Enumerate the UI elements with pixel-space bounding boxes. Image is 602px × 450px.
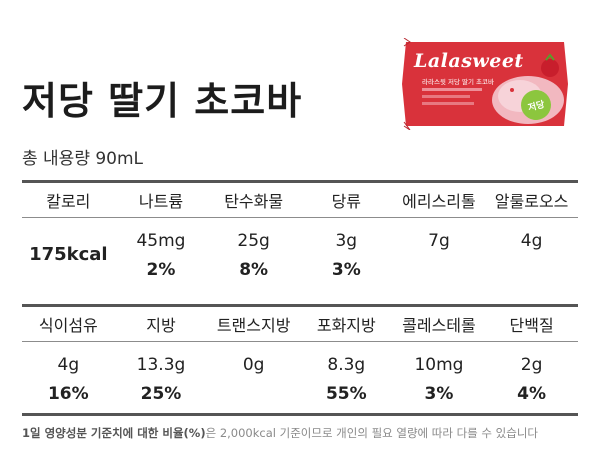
daily-value-percent: 8%	[239, 260, 269, 280]
nutrient-value-cell: 4g 16%	[22, 354, 115, 413]
nutrient-value-cell: 13.3g 25%	[115, 354, 208, 413]
nutrient-header: 나트륨	[138, 192, 184, 211]
nutrient-value-cell: 10mg 3%	[393, 354, 486, 413]
calorie-value: 175kcal	[29, 244, 108, 265]
nutrient-amount: 4g	[520, 231, 543, 251]
nutrient-value-cell: 8.3g 55%	[300, 354, 393, 413]
nutrient-header: 탄수화물	[224, 192, 284, 211]
nutrient-amount: 3g	[335, 231, 358, 251]
nutrient-header-row: 칼로리 나트륨 탄수화물 당류 에리스리톨 알룰로오스	[22, 180, 578, 218]
nutrient-value-cell: 3g 3%	[300, 230, 393, 292]
daily-value-percent: 16%	[47, 384, 89, 404]
nutrient-value-row: 4g 16% 13.3g 25% 0g 8.3g 55% 10mg 3% 2g …	[22, 342, 578, 416]
package-subtitle: 라라스윗 저당 딸기 초코바	[422, 78, 494, 86]
nutrient-header: 지방	[146, 316, 176, 335]
nutrient-header: 트랜스지방	[216, 316, 291, 335]
nutrient-amount: 2g	[520, 355, 543, 375]
total-volume: 총 내용량 90mL	[22, 149, 144, 169]
nutrient-value-cell: 45mg 2%	[115, 230, 208, 292]
nutrient-header: 콜레스테롤	[402, 316, 476, 335]
daily-value-percent: 3%	[331, 260, 361, 280]
package-wrapper-image	[402, 38, 568, 130]
nutrient-value-cell: 0g	[207, 354, 300, 413]
nutrient-header: 당류	[331, 192, 362, 211]
daily-value-percent: 4%	[517, 384, 547, 404]
daily-value-percent: 25%	[140, 384, 182, 404]
nutrient-value-cell: 7g	[393, 230, 486, 292]
nutrient-header-row: 식이섬유 지방 트랜스지방 포화지방 콜레스테롤 단백질	[22, 304, 578, 342]
nutrient-amount: 4g	[57, 355, 80, 375]
nutrient-amount: 0g	[242, 355, 265, 375]
nutrient-header: 포화지방	[316, 316, 376, 335]
daily-value-percent: 3%	[424, 384, 454, 404]
nutrient-value-cell: 25g 8%	[207, 230, 300, 292]
nutrition-table: 칼로리 나트륨 탄수화물 당류 에리스리톨 알룰로오스 175kcal 45mg…	[22, 180, 578, 416]
daily-value-percent: 2%	[146, 260, 176, 280]
daily-value-footnote: 1일 영양성분 기준치에 대한 비율(%)은 2,000kcal 기준이므로 개…	[22, 425, 538, 441]
nutrient-header: 식이섬유	[38, 316, 98, 335]
footnote-emphasis: 1일 영양성분 기준치에 대한 비율(%)	[22, 426, 206, 440]
nutrient-value-cell: 175kcal	[22, 230, 115, 292]
nutrient-header: 알룰로오스	[494, 192, 569, 211]
nutrient-header: 칼로리	[46, 192, 91, 211]
footnote-text: 은 2,000kcal 기준이므로 개인의 필요 열량에 따라 다를 수 있습니…	[205, 426, 538, 440]
nutrient-amount: 45mg	[136, 231, 186, 251]
product-image: Lalasweet 라라스윗 저당 딸기 초코바 저당	[400, 38, 570, 130]
nutrient-value-cell: 4g	[485, 230, 578, 292]
product-title: 저당 딸기 초코바	[22, 79, 303, 123]
nutrient-amount: 8.3g	[327, 355, 366, 375]
nutrient-amount: 25g	[237, 231, 270, 251]
nutrient-header: 에리스리톨	[402, 192, 476, 211]
nutrient-value-row: 175kcal 45mg 2% 25g 8% 3g 3% 7g 4g	[22, 218, 578, 292]
nutrient-value-cell: 2g 4%	[485, 354, 578, 413]
daily-value-percent: 55%	[325, 384, 367, 404]
nutrient-header: 단백질	[509, 316, 554, 335]
nutrient-amount: 13.3g	[136, 355, 186, 375]
nutrient-amount: 7g	[428, 231, 450, 251]
brand-logo: Lalasweet	[414, 50, 524, 72]
nutrient-amount: 10mg	[414, 355, 464, 375]
